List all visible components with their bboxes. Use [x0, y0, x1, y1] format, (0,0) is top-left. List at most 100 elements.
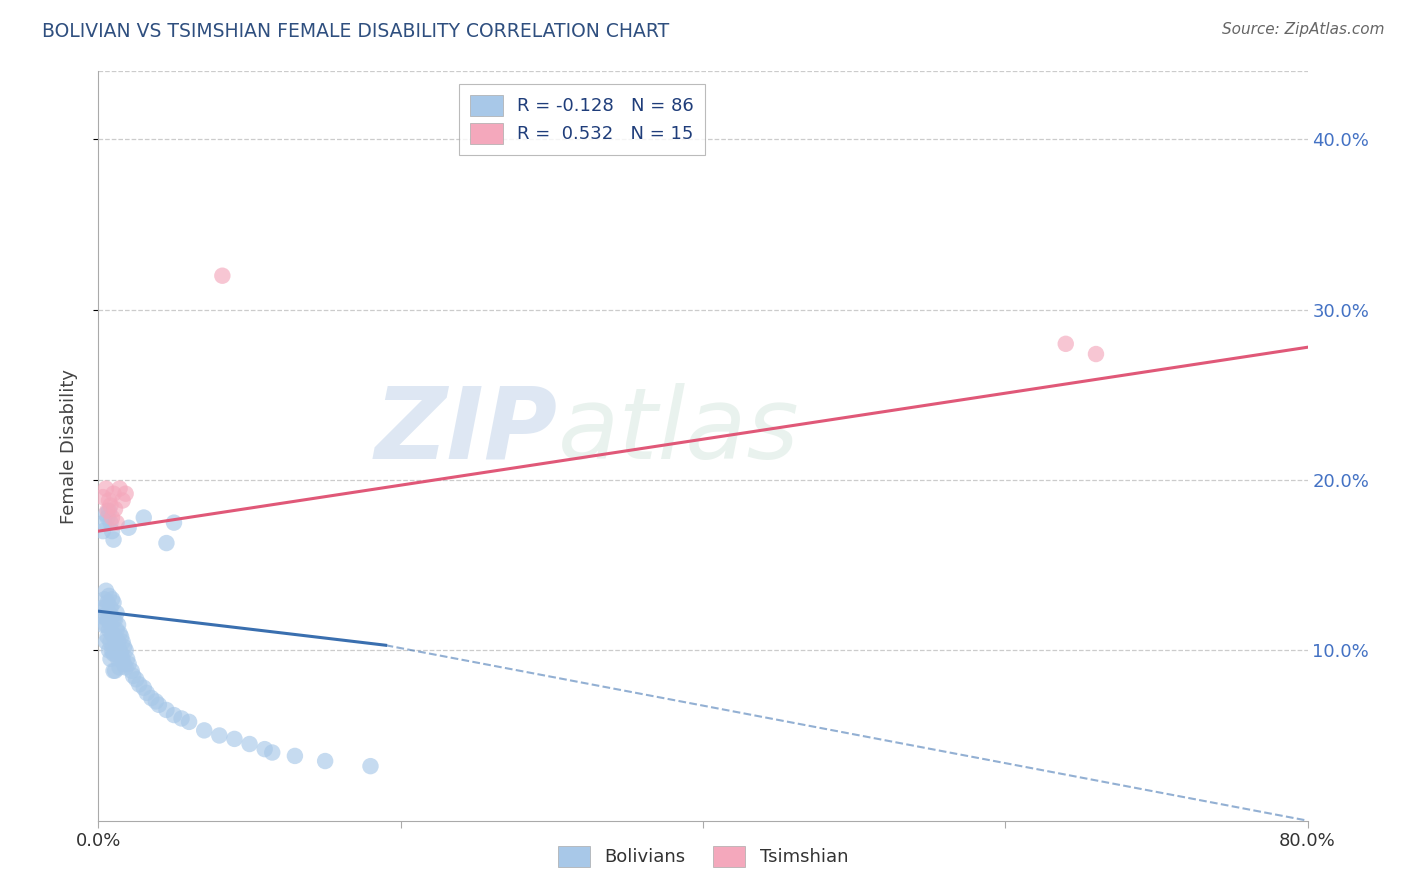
Point: [108, 643, 131, 657]
Point: [103, 533, 125, 547]
Point: [101, 524, 124, 538]
Point: [101, 592, 124, 607]
Point: [91, 524, 114, 538]
Point: [170, 711, 193, 725]
Point: [155, 536, 177, 550]
Point: [94, 507, 117, 521]
Point: [122, 669, 145, 683]
Point: [135, 686, 157, 700]
Point: [100, 600, 122, 615]
Point: [114, 660, 136, 674]
Point: [193, 723, 215, 738]
Point: [125, 673, 148, 687]
Point: [94, 635, 117, 649]
Point: [111, 635, 134, 649]
Point: [208, 729, 231, 743]
Point: [110, 647, 132, 661]
Point: [100, 652, 122, 666]
Point: [163, 708, 186, 723]
Point: [115, 652, 138, 666]
Point: [108, 482, 131, 496]
Point: [96, 596, 118, 610]
Point: [107, 652, 129, 666]
Point: [103, 647, 125, 661]
Point: [114, 643, 136, 657]
Point: [104, 613, 127, 627]
Point: [98, 504, 121, 518]
Point: [128, 677, 150, 691]
Point: [107, 617, 129, 632]
Point: [94, 617, 117, 632]
Point: [118, 521, 141, 535]
Point: [114, 486, 136, 500]
Legend: Bolivians, Tsimshian: Bolivians, Tsimshian: [551, 838, 855, 874]
Text: atlas: atlas: [558, 383, 800, 480]
Point: [118, 657, 141, 671]
Point: [94, 583, 117, 598]
Point: [103, 613, 125, 627]
Point: [111, 493, 134, 508]
Point: [93, 516, 115, 530]
Point: [93, 609, 115, 624]
Point: [105, 606, 128, 620]
Point: [100, 635, 122, 649]
Point: [96, 504, 118, 518]
Point: [132, 681, 155, 695]
Point: [104, 502, 127, 516]
Point: [148, 698, 170, 712]
Point: [91, 490, 114, 504]
Point: [105, 623, 128, 637]
Point: [94, 482, 117, 496]
Point: [91, 617, 114, 632]
Point: [1054, 336, 1077, 351]
Point: [96, 510, 118, 524]
Point: [111, 652, 134, 666]
Point: [91, 600, 114, 615]
Point: [100, 499, 122, 513]
Point: [224, 731, 246, 746]
Point: [112, 640, 135, 654]
Point: [100, 617, 122, 632]
Point: [110, 630, 132, 644]
Y-axis label: Female Disability: Female Disability: [59, 368, 77, 524]
Point: [98, 589, 121, 603]
Point: [1085, 347, 1108, 361]
Point: [100, 516, 122, 530]
Point: [98, 493, 121, 508]
Point: [103, 630, 125, 644]
Point: [314, 754, 336, 768]
Text: ZIP: ZIP: [375, 383, 558, 480]
Point: [104, 647, 127, 661]
Point: [284, 748, 307, 763]
Point: [103, 664, 125, 678]
Text: BOLIVIAN VS TSIMSHIAN FEMALE DISABILITY CORRELATION CHART: BOLIVIAN VS TSIMSHIAN FEMALE DISABILITY …: [42, 22, 669, 41]
Point: [90, 609, 112, 624]
Point: [103, 596, 125, 610]
Point: [132, 510, 155, 524]
Point: [107, 635, 129, 649]
Point: [96, 613, 118, 627]
Point: [94, 600, 117, 615]
Point: [101, 510, 124, 524]
Point: [98, 623, 121, 637]
Point: [105, 516, 128, 530]
Point: [105, 640, 128, 654]
Point: [112, 657, 135, 671]
Point: [145, 694, 167, 708]
Point: [98, 606, 121, 620]
Point: [155, 703, 177, 717]
Point: [104, 630, 127, 644]
Point: [239, 737, 262, 751]
Point: [101, 643, 124, 657]
Point: [93, 592, 115, 607]
Point: [104, 664, 127, 678]
Point: [121, 664, 143, 678]
Point: [108, 626, 131, 640]
Point: [141, 691, 163, 706]
Point: [211, 268, 233, 283]
Point: [163, 516, 186, 530]
Point: [179, 714, 201, 729]
Point: [253, 742, 276, 756]
Legend: R = -0.128   N = 86, R =  0.532   N = 15: R = -0.128 N = 86, R = 0.532 N = 15: [460, 84, 704, 154]
Point: [101, 626, 124, 640]
